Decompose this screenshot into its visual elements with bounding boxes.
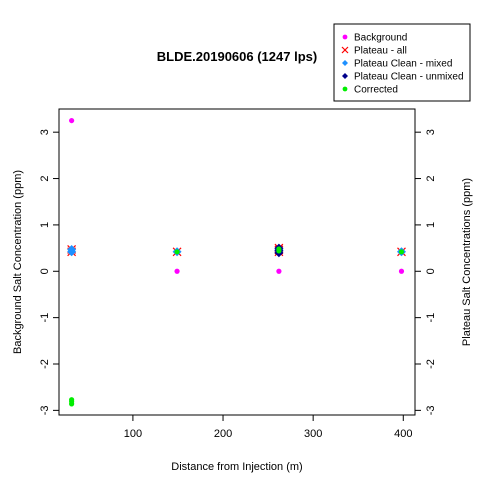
series-4	[69, 246, 405, 407]
data-point	[67, 244, 77, 254]
y-tick-label-right: 3	[425, 129, 437, 135]
data-point	[174, 249, 180, 255]
y-tick-label-left: 0	[39, 268, 51, 274]
legend-label: Background	[354, 33, 407, 44]
y-tick-label-left: 2	[39, 175, 51, 181]
legend-marker	[342, 60, 348, 66]
legend-marker	[342, 34, 348, 40]
data-point	[174, 268, 180, 274]
y-tick-label-left: -2	[39, 359, 51, 369]
y-tick-label-right: -3	[425, 405, 437, 415]
legend: Background Plateau - all Plateau Clean - m…	[333, 23, 471, 102]
data-point	[276, 268, 282, 274]
series-0	[69, 117, 405, 274]
y-axis-right: -3 -2 -1 0 1 2 3	[415, 129, 437, 415]
data-point	[276, 246, 282, 252]
plot-area	[58, 108, 416, 416]
y-tick-label-right: -2	[425, 359, 437, 369]
x-axis: 100 200 300 400	[124, 415, 412, 440]
x-tick-label: 300	[304, 428, 322, 440]
y-tick-label-right: 0	[425, 268, 437, 274]
x-tick-label: 200	[214, 428, 232, 440]
x-axis-label: Distance from Injection (m)	[171, 461, 302, 473]
x-tick-label: 400	[394, 428, 412, 440]
x-tick-label: 100	[124, 428, 142, 440]
y-tick-label-right: 2	[425, 175, 437, 181]
legend-box	[333, 23, 471, 102]
legend-marker	[342, 73, 348, 79]
y-axis-left: -3 -2 -1 0 1 2 3	[39, 129, 59, 415]
data-points	[67, 117, 406, 407]
y-tick-label-left: -3	[39, 405, 51, 415]
legend-marker	[342, 86, 348, 92]
y-tick-label-right: 1	[425, 222, 437, 228]
legend-label: Plateau Clean - mixed	[354, 59, 452, 70]
data-point	[69, 117, 75, 124]
series-2	[67, 244, 406, 257]
y-axis-label-left: Background Salt Concentration (ppm)	[12, 170, 24, 354]
y-tick-label-left: 3	[39, 129, 51, 135]
y-tick-label-left: -1	[39, 313, 51, 323]
legend-label: Plateau Clean - unmixed	[354, 72, 464, 83]
series-1	[67, 243, 406, 257]
chart-title: BLDE.20190606 (1247 lps)	[157, 49, 317, 64]
y-tick-label-left: 1	[39, 222, 51, 228]
legend-label: Plateau - all	[354, 46, 407, 57]
data-point	[398, 268, 405, 274]
data-point	[398, 249, 405, 255]
y-axis-label-right: Plateau Salt Concentrations (ppm)	[461, 178, 473, 346]
data-point	[69, 401, 75, 407]
legend-label: Corrected	[354, 85, 398, 96]
y-tick-label-right: -1	[425, 313, 437, 323]
legend-marker	[341, 46, 349, 54]
